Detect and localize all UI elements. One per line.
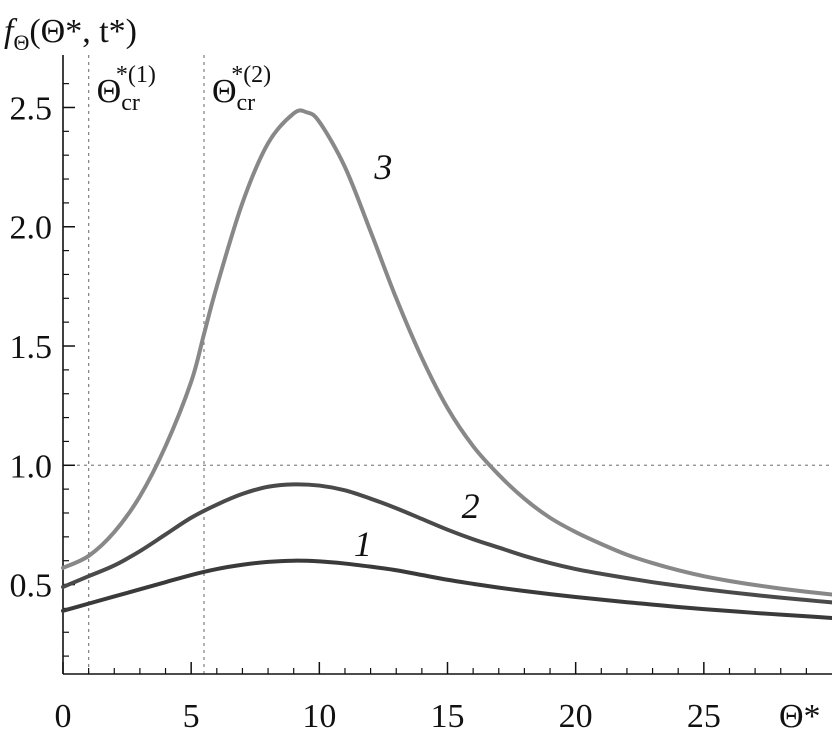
y-axis-label-sub: Θ [13, 30, 29, 55]
x-tick-label-3: 15 [431, 698, 465, 735]
vline-label-1-sup: *(2) [231, 62, 271, 88]
y-tick-label-1: 1.0 [10, 448, 53, 485]
vline-label-0: Θcr*(1) [97, 62, 156, 116]
vline-label-1: Θcr*(2) [212, 62, 271, 116]
curve-label-3: 3 [373, 147, 392, 187]
curves [61, 108, 832, 620]
reference-lines [63, 55, 832, 674]
y-axis-label: fΘ(Θ*, t*) [4, 13, 137, 55]
x-axis-label: Θ* [779, 698, 821, 735]
series-2-line [61, 482, 832, 605]
vline-label-0-base: Θ [97, 73, 122, 110]
y-tick-label-0: 0.5 [10, 568, 53, 605]
series-1-line [61, 558, 832, 620]
y-axis-label-rest: (Θ*, t*) [29, 13, 137, 50]
x-tick-label-2: 10 [302, 698, 336, 735]
y-tick-label-3: 2.0 [10, 210, 53, 247]
series-3-line [61, 108, 832, 597]
x-tick-label-4: 20 [559, 698, 593, 735]
x-tick-label-0: 0 [55, 698, 72, 735]
vline-label-0-sup: *(1) [116, 62, 156, 88]
labels: fΘ(Θ*, t*) Θ* Θcr*(1) Θcr*(2)123 [4, 13, 821, 735]
y-tick-label-4: 2.5 [10, 90, 53, 127]
vline-label-0-sub: cr [121, 90, 140, 116]
vline-label-1-base: Θ [212, 73, 237, 110]
y-tick-label-2: 1.5 [10, 329, 53, 366]
axes: 0 5 10 15 20 25 0.5 1.0 1.5 2.0 2.5 [10, 55, 832, 735]
curve-label-1: 1 [354, 524, 372, 564]
x-tick-label-5: 25 [687, 698, 721, 735]
curve-label-2: 2 [462, 486, 480, 526]
vline-label-1-sub: cr [237, 90, 256, 116]
x-tick-label-1: 5 [183, 698, 200, 735]
